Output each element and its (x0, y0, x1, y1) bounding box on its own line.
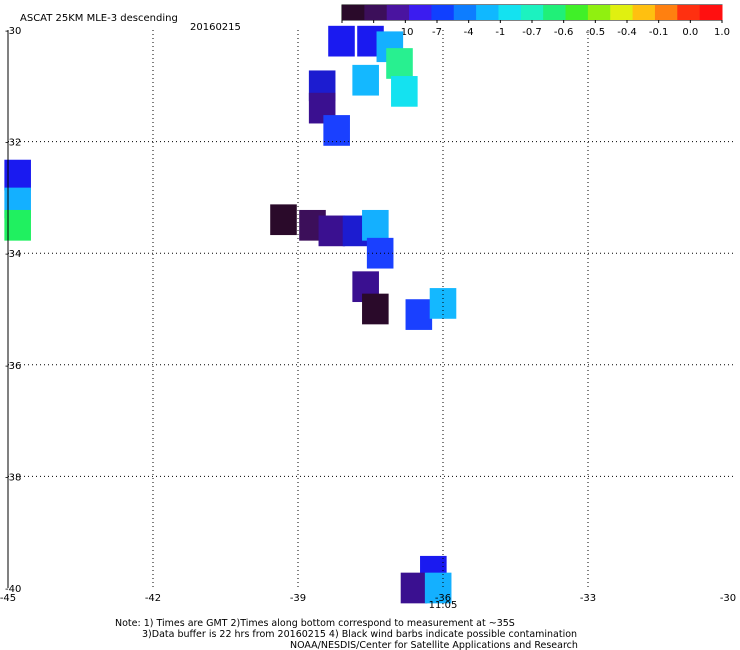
latitude-ticks: -30 -32 -34 -36 -38 -40 (5, 26, 21, 595)
footer-note-3: NOAA/NESDIS/Center for Satellite Applica… (290, 640, 578, 650)
colorbar-label: -0.6 (554, 27, 574, 38)
lat-tick-label: -36 (5, 361, 21, 372)
footer-note-2: 3)Data buffer is 22 hrs from 20160215 4)… (142, 629, 577, 640)
lon-tick-label: -33 (580, 593, 596, 604)
lon-tick-label: -45 (0, 593, 16, 604)
colorbar-swatch (342, 5, 365, 20)
colorbar-swatch (610, 5, 634, 20)
colorbar-swatch (565, 5, 589, 20)
lon-tick-label: -30 (720, 593, 736, 604)
longitude-ticks: -45 -42 -39 -36 -33 -30 (0, 593, 736, 604)
colorbar-swatch (409, 5, 432, 20)
time-label: 11:05 (429, 600, 458, 611)
swath-cell (362, 209, 389, 241)
colorbar-label: -1 (495, 27, 505, 38)
lat-tick-label: -30 (5, 26, 21, 37)
swath-cell (391, 76, 418, 107)
swath-cell (318, 215, 346, 247)
swath-cell (352, 64, 379, 96)
swath-cell (429, 288, 457, 319)
colorbar-label: -0.4 (617, 27, 637, 38)
lat-tick-label: -40 (5, 584, 21, 595)
colorbar-label: -4 (464, 27, 474, 38)
swath-cell (4, 159, 31, 191)
colorbar-swatch (520, 5, 544, 20)
colorbar-label: 0.0 (682, 27, 698, 38)
colorbar-label: -0.5 (586, 27, 606, 38)
colorbar-swatch (654, 5, 678, 20)
lon-tick-label: -39 (290, 593, 306, 604)
colorbar-swatch (498, 5, 522, 20)
wind-swath-cells (4, 25, 457, 604)
map-title: ASCAT 25KM MLE-3 descending (20, 13, 178, 24)
swath-cell (386, 48, 413, 79)
lon-tick-label: -42 (145, 593, 161, 604)
swath-cell (405, 299, 433, 330)
swath-cell (424, 572, 452, 604)
swath-cell (362, 293, 389, 325)
swath-cell (323, 115, 350, 146)
footer-note-1: Note: 1) Times are GMT 2)Times along bot… (115, 618, 515, 629)
colorbar-swatches (342, 5, 723, 20)
colorbar-label: -10 (397, 27, 413, 38)
colorbar-swatch (677, 5, 701, 20)
map-date: 20160215 (190, 22, 241, 33)
colorbar-swatch (476, 5, 499, 20)
swath-cell (400, 572, 428, 604)
lat-tick-label: -34 (5, 249, 21, 260)
colorbar-swatch (386, 5, 410, 20)
colorbar-swatch (453, 5, 477, 20)
colorbar-swatch (543, 5, 567, 20)
swath-cell (4, 209, 31, 241)
lat-tick-label: -38 (5, 472, 21, 483)
lat-tick-label: -32 (5, 138, 21, 149)
lon-tick-label: -36 (435, 593, 451, 604)
colorbar-label: -0.7 (522, 27, 542, 38)
colorbar-label: -0.1 (649, 27, 669, 38)
colorbar-swatch (431, 5, 455, 20)
swath-cell (328, 25, 355, 57)
swath-cell (270, 204, 297, 236)
colorbar: -16-13-10-7-4-1-0.7-0.6-0.5-0.4-0.10.01.… (334, 4, 730, 38)
colorbar-label: 1.0 (714, 27, 730, 38)
colorbar-swatch (632, 5, 656, 20)
colorbar-swatch (699, 5, 723, 20)
colorbar-swatch (587, 5, 611, 20)
colorbar-swatch (364, 5, 388, 20)
colorbar-label: -7 (432, 27, 442, 38)
lat-lon-grid (7, 30, 733, 588)
